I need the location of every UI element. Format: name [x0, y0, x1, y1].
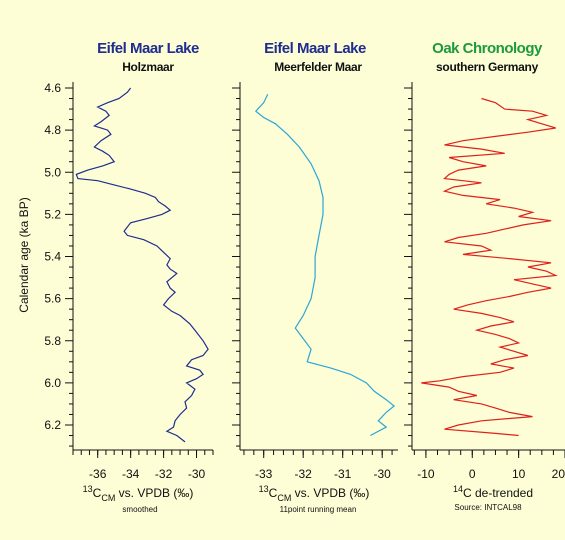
x-axis-label-subscript: CM: [277, 493, 291, 503]
x-tick-label: -10: [417, 467, 435, 481]
series-line-oak-chronology: [421, 97, 558, 437]
y-tick-label: 5.2: [44, 207, 61, 221]
y-ticks: [404, 87, 412, 447]
x-axis-label: 13CCM vs. VPDB (‰): [83, 484, 194, 503]
y-ticks: 4.6 4.8 5.0 5.2 5.4 5.6 5.8 6.0 6.2: [44, 81, 73, 447]
x-tick-label: -32: [295, 467, 313, 481]
data-line: [254, 94, 396, 437]
x-axis-label-rest: vs. VPDB (‰): [291, 486, 369, 500]
panel-title: Eifel Maar Lake: [264, 40, 366, 57]
y-tick-label: 4.6: [44, 81, 61, 95]
x-tick-label: -30: [188, 467, 206, 481]
x-axis-label-superscript: 13: [259, 484, 269, 494]
series-line-holzmaar: [75, 87, 209, 443]
x-axis-note: 11point running mean: [280, 505, 357, 514]
series-line-meerfelder-maar: [254, 94, 396, 437]
x-axis-label-c: C: [93, 486, 102, 500]
y-tick-label: 4.8: [44, 123, 61, 137]
y-tick-label: 6.2: [44, 418, 61, 432]
x-axis-note: smoothed: [122, 505, 157, 514]
y-tick-label: 5.4: [44, 250, 61, 264]
x-tick-label: -32: [155, 467, 173, 481]
x-tick-label: -36: [89, 467, 107, 481]
x-tick-label: -33: [255, 467, 273, 481]
x-tick-label: 0: [469, 467, 476, 481]
panel-holzmaar: Eifel Maar Lake Holzmaar Calendar age (k…: [17, 40, 214, 514]
y-tick-label: 5.8: [44, 334, 61, 348]
panel-oak-chronology: Oak Chronology southern Germany -10 0 10 20…: [404, 40, 565, 512]
y-tick-label: 6.0: [44, 376, 61, 390]
x-axis-label-rest: C de-trended: [463, 486, 533, 500]
y-axis-label: Calendar age (ka BP): [17, 197, 31, 312]
panel-subtitle: southern Germany: [436, 60, 539, 74]
x-axis-note: Source: INTCAL98: [454, 503, 522, 512]
data-line: [75, 87, 209, 443]
x-tick-label: -30: [374, 467, 392, 481]
x-axis-label: 14C de-trended: [453, 484, 533, 500]
x-tick-label: 10: [512, 467, 526, 481]
data-line: [421, 97, 558, 437]
x-axis-label-superscript: 14: [453, 484, 463, 494]
x-ticks: -33 -32 -31 -30: [243, 450, 393, 481]
y-tick-label: 5.0: [44, 165, 61, 179]
x-axis-label-rest: vs. VPDB (‰): [115, 486, 193, 500]
panel-title: Oak Chronology: [432, 40, 543, 57]
x-tick-label: -31: [334, 467, 352, 481]
x-tick-label: -34: [122, 467, 140, 481]
panel-subtitle: Meerfelder Maar: [274, 60, 362, 74]
x-axis-label-c: C: [269, 486, 278, 500]
y-tick-label: 5.6: [44, 292, 61, 306]
x-ticks: -10 0 10 20: [413, 450, 565, 481]
panel-meerfelder-maar: Eifel Maar Lake Meerfelder Maar -33 -32 -3…: [232, 40, 398, 514]
x-ticks: -36 -34 -32 -30: [72, 450, 214, 481]
panel-title: Eifel Maar Lake: [97, 40, 199, 57]
x-tick-label: 20: [552, 467, 565, 481]
x-axis-label-subscript: CM: [101, 493, 115, 503]
y-ticks: [232, 87, 240, 447]
panel-subtitle: Holzmaar: [122, 60, 174, 74]
x-axis-label-superscript: 13: [83, 484, 93, 494]
x-axis-label: 13CCM vs. VPDB (‰): [259, 484, 370, 503]
